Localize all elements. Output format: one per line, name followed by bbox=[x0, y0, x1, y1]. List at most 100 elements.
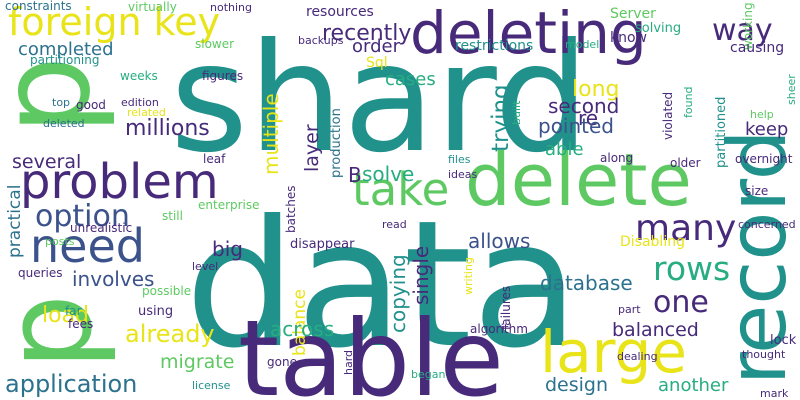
word-large: large bbox=[540, 318, 687, 386]
word-server: Server bbox=[610, 6, 656, 22]
word-enterprise: enterprise bbox=[198, 198, 260, 212]
word-along: along bbox=[600, 151, 633, 165]
word-completed: completed bbox=[18, 39, 114, 60]
word-allows: allows bbox=[468, 229, 530, 253]
word-disabling: Disabling bbox=[620, 234, 685, 250]
word-queries: queries bbox=[18, 266, 63, 280]
word-production: production bbox=[329, 108, 344, 178]
word-size: size bbox=[745, 184, 768, 198]
word-balance: balance bbox=[290, 289, 310, 356]
word-help: help bbox=[750, 108, 774, 121]
word-way: way bbox=[712, 13, 773, 48]
word-far: far bbox=[65, 304, 82, 318]
word-began: began bbox=[411, 368, 445, 381]
word-solving: solving bbox=[635, 21, 681, 36]
word-disappear: disappear bbox=[290, 237, 355, 252]
word-failures: failures bbox=[499, 286, 513, 330]
word-level: level bbox=[192, 260, 218, 273]
word-one: one bbox=[653, 285, 709, 320]
word-working: working bbox=[741, 2, 755, 50]
word-trying: trying bbox=[488, 84, 514, 152]
word-partitioned: partitioned bbox=[714, 97, 729, 168]
word-recently: recently bbox=[322, 21, 411, 46]
word-posts: posts bbox=[45, 235, 75, 248]
word-involves: involves bbox=[72, 267, 154, 291]
word-hard: hard bbox=[342, 350, 355, 375]
word-mark: mark bbox=[760, 387, 789, 400]
word-delete: delete bbox=[465, 138, 692, 222]
word-thought: thought bbox=[742, 348, 786, 361]
word-overnight: overnight bbox=[735, 152, 793, 166]
word-files: files bbox=[448, 153, 471, 166]
word-unrealistic: unrealistic bbox=[70, 221, 132, 235]
word-resources: resources bbox=[306, 4, 374, 20]
word-take: take bbox=[352, 163, 449, 216]
word-layer: layer bbox=[301, 124, 323, 172]
word-record: record bbox=[711, 129, 800, 385]
word-leaf: leaf bbox=[203, 152, 226, 166]
word-migrate: migrate bbox=[160, 351, 234, 373]
word-big: big bbox=[212, 237, 243, 261]
word-figures: figures bbox=[202, 69, 243, 83]
word-p-2: p bbox=[0, 294, 119, 370]
word-able: able bbox=[545, 139, 584, 160]
word-rows: rows bbox=[653, 249, 730, 288]
word-data: data bbox=[185, 184, 579, 387]
word-sql: Sql bbox=[366, 55, 388, 71]
word-many: many bbox=[635, 208, 736, 249]
word-built: built bbox=[510, 100, 523, 125]
word-second: second bbox=[548, 94, 619, 118]
word-causing: causing bbox=[730, 40, 784, 56]
word-top: top bbox=[52, 96, 70, 109]
word-batches: batches bbox=[284, 185, 298, 233]
word-related: related bbox=[127, 106, 166, 119]
word-concerned: concerned bbox=[738, 218, 796, 231]
word-application: application bbox=[5, 370, 137, 398]
word-shard: shard bbox=[170, 12, 589, 186]
word-deleted: deleted bbox=[43, 117, 85, 130]
word-slower: slower bbox=[195, 37, 234, 51]
word-still: still bbox=[162, 209, 183, 223]
word-pointed: pointed bbox=[538, 114, 614, 138]
word-option: option bbox=[35, 199, 130, 234]
word-older: older bbox=[670, 156, 701, 170]
word-virtually: virtually bbox=[128, 0, 177, 14]
word-cases: cases bbox=[385, 69, 436, 90]
word-solve: solve bbox=[362, 162, 414, 186]
word-ideas: ideas bbox=[448, 168, 478, 181]
word-long: long bbox=[572, 77, 619, 102]
word-need: need bbox=[30, 219, 145, 273]
word-single: single bbox=[409, 246, 433, 305]
word-load: load bbox=[42, 303, 89, 328]
word-deleting: deleting bbox=[410, 0, 647, 67]
word-restrictions: restrictions bbox=[455, 38, 533, 54]
word-problem: problem bbox=[20, 154, 219, 210]
word-possible: possible bbox=[142, 284, 191, 298]
word-sheer: sheer bbox=[785, 74, 798, 105]
word-dealing: dealing bbox=[617, 350, 658, 363]
word-know: know bbox=[610, 30, 647, 46]
word-lock: lock bbox=[770, 333, 797, 348]
word-good: good bbox=[76, 98, 106, 112]
word-partitioning: partitioning bbox=[30, 53, 100, 67]
word-fees: fees bbox=[68, 317, 93, 331]
word-part: part bbox=[618, 303, 641, 316]
word-table: table bbox=[238, 298, 504, 400]
word-millions: millions bbox=[125, 116, 210, 141]
word-using: using bbox=[138, 304, 173, 319]
word-nothing: nothing bbox=[210, 1, 252, 14]
word-another: another bbox=[658, 375, 729, 396]
word-balanced: balanced bbox=[612, 319, 699, 341]
word-copying: copying bbox=[386, 254, 410, 333]
word-p: p bbox=[0, 56, 118, 135]
word-several: several bbox=[12, 151, 81, 173]
word-foreign-key: foreign key bbox=[8, 0, 220, 44]
word-writing: writing bbox=[462, 257, 475, 295]
word-design: design bbox=[545, 374, 608, 396]
word-multiple: multiple bbox=[259, 93, 283, 175]
word-read: read bbox=[382, 218, 407, 231]
word-edition: edition bbox=[121, 96, 159, 109]
word-backups: backups bbox=[298, 34, 344, 47]
